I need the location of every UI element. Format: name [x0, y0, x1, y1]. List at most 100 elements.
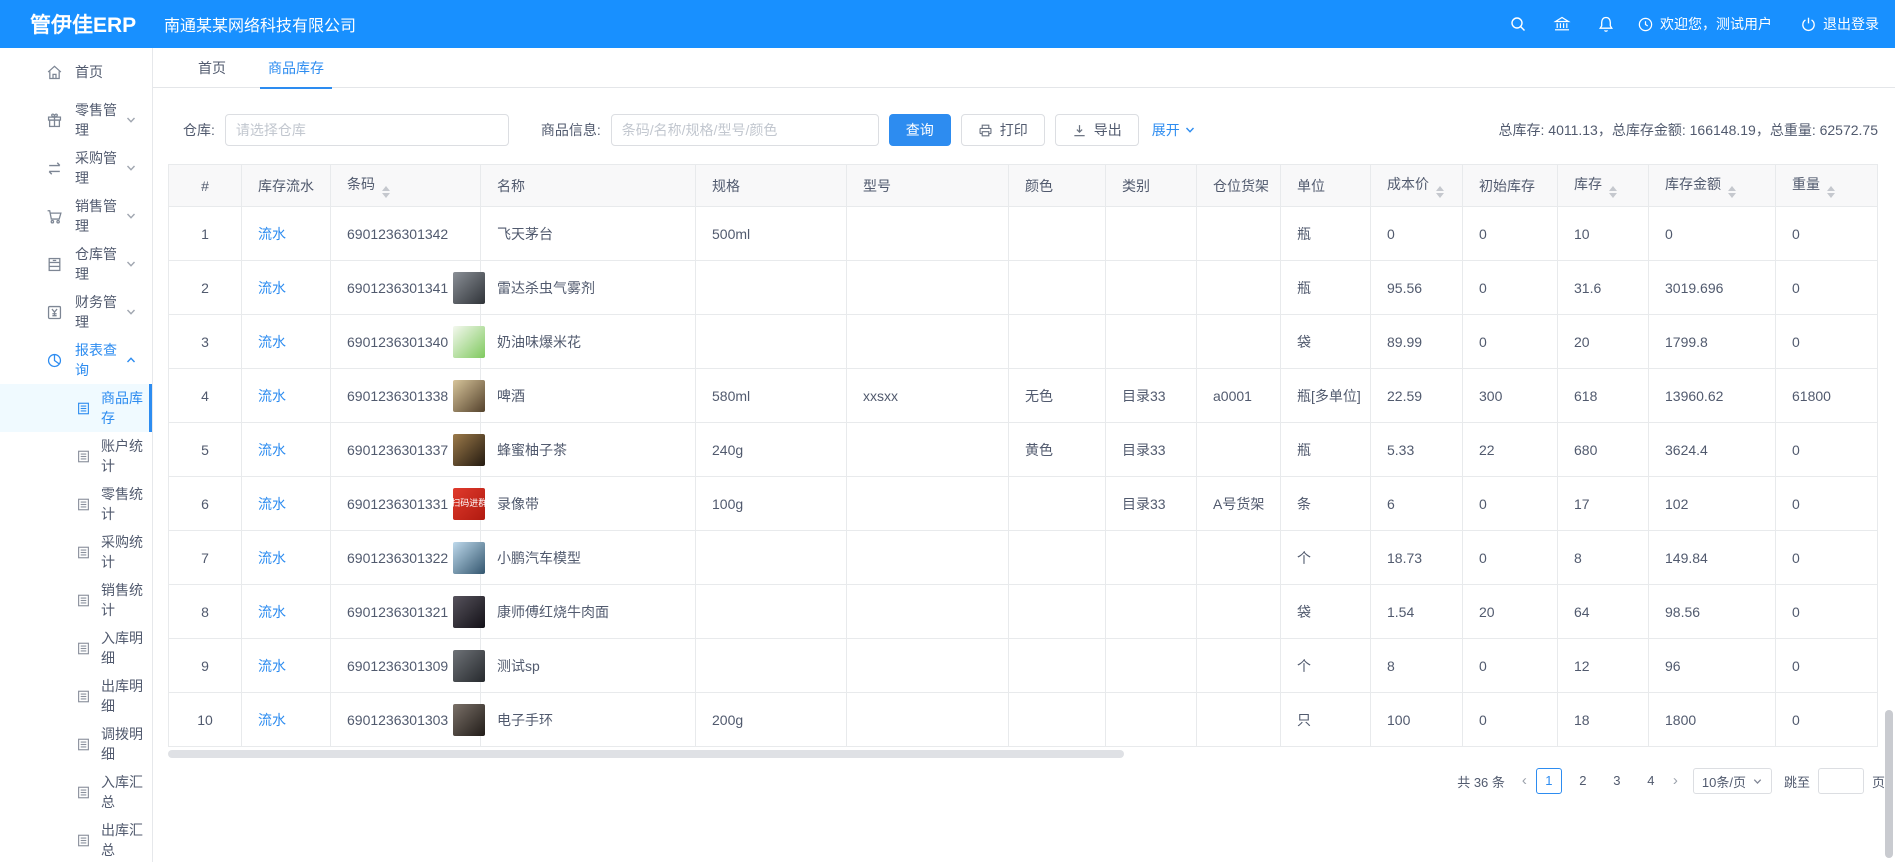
col-cost[interactable]: 成本价: [1370, 164, 1463, 207]
cell-color: [1008, 638, 1106, 693]
jump-page-input[interactable]: [1817, 768, 1864, 794]
sidebar-item-sales[interactable]: 销售管理: [0, 192, 152, 240]
sort-asc-icon[interactable]: [1609, 185, 1617, 191]
prev-page-button[interactable]: ‹: [1521, 772, 1527, 789]
sidebar-item-warehouse[interactable]: 仓库管理: [0, 240, 152, 288]
sort-desc-icon[interactable]: [1827, 192, 1835, 198]
cell-weight: 0: [1775, 692, 1878, 747]
warehouse-select[interactable]: [224, 114, 509, 146]
summary-item: 总库存金额: 166148.19，: [1611, 122, 1770, 138]
sidebar-item-retail-stats[interactable]: 零售统计: [0, 480, 152, 528]
bank-icon[interactable]: [1553, 15, 1571, 33]
stock-flow-link[interactable]: 流水: [258, 279, 286, 296]
sidebar-item-inbound-summary[interactable]: 入库汇总: [0, 768, 152, 816]
next-page-button[interactable]: ›: [1672, 772, 1678, 789]
sidebar-item-home[interactable]: 首页: [0, 48, 152, 96]
cell-init_stock: 20: [1462, 584, 1558, 639]
sort-control[interactable]: [1827, 185, 1835, 198]
expand-link[interactable]: 展开: [1152, 120, 1196, 140]
sort-control[interactable]: [1728, 185, 1736, 198]
page-number-1[interactable]: 1: [1535, 768, 1562, 794]
page-number-2[interactable]: 2: [1579, 773, 1587, 788]
tab-home[interactable]: 首页: [198, 60, 226, 76]
sort-desc-icon[interactable]: [382, 192, 390, 198]
page-size-select[interactable]: 10条/页: [1692, 768, 1772, 794]
cell-cost: 1.54: [1370, 584, 1463, 639]
sidebar-item-inbound-detail[interactable]: 入库明细: [0, 624, 152, 672]
stock-flow-link[interactable]: 流水: [258, 603, 286, 620]
welcome-user[interactable]: 欢迎您，测试用户: [1637, 14, 1772, 34]
cell-category: [1105, 530, 1197, 585]
cell-unit: 瓶: [1280, 260, 1371, 315]
sidebar-item-finance[interactable]: 财务管理: [0, 288, 152, 336]
tab-product-inventory[interactable]: 商品库存: [260, 48, 332, 89]
table-row: 7 流水 6901236301322 小鹏汽车模型个 18.73 0 8 149.84 0: [168, 530, 1878, 585]
cell-barcode: 6901236301342: [330, 206, 481, 261]
sort-desc-icon[interactable]: [1609, 192, 1617, 198]
page-number-3[interactable]: 3: [1613, 773, 1621, 788]
stock-flow-link[interactable]: 流水: [258, 657, 286, 674]
col-weight[interactable]: 重量: [1775, 164, 1878, 207]
app-logo[interactable]: 管伊佳ERP: [30, 14, 137, 37]
stock-flow-link[interactable]: 流水: [258, 333, 286, 350]
cell-init_stock: 0: [1462, 638, 1558, 693]
chevron-down-icon: [1752, 776, 1763, 787]
app-header: 管伊佳ERP 南通某某网络科技有限公司 欢迎您，测试用户 退出登录: [0, 0, 1895, 48]
cell-flow: 流水: [241, 422, 331, 477]
cell-name: 测试sp: [480, 638, 696, 693]
sort-asc-icon[interactable]: [1728, 185, 1736, 191]
horizontal-scrollbar[interactable]: [168, 750, 1124, 758]
sidebar-item-label: 出库明细: [101, 678, 143, 714]
col-stock[interactable]: 库存: [1557, 164, 1649, 207]
sidebar-item-account-stats[interactable]: 账户统计: [0, 432, 152, 480]
cell-model: [846, 530, 1009, 585]
sidebar-item-outbound-summary[interactable]: 出库汇总: [0, 816, 152, 862]
cell-unit: 条: [1280, 476, 1371, 531]
col-color: 颜色: [1008, 164, 1106, 207]
sidebar-item-transfer-detail[interactable]: 调拨明细: [0, 720, 152, 768]
vertical-scrollbar[interactable]: [1885, 710, 1893, 858]
sort-desc-icon[interactable]: [1728, 192, 1736, 198]
query-button[interactable]: 查询: [888, 114, 951, 146]
cell-index: 7: [168, 530, 242, 585]
logout-button[interactable]: 退出登录: [1800, 14, 1879, 34]
stock-flow-link[interactable]: 流水: [258, 441, 286, 458]
sort-control[interactable]: [382, 185, 390, 198]
col-amount[interactable]: 库存金额: [1648, 164, 1776, 207]
sidebar-item-purchase[interactable]: 采购管理: [0, 144, 152, 192]
sort-asc-icon[interactable]: [382, 185, 390, 191]
sidebar-item-label: 销售管理: [75, 198, 117, 234]
sidebar-item-purchase-stats[interactable]: 采购统计: [0, 528, 152, 576]
page-number-4[interactable]: 4: [1647, 773, 1655, 788]
print-button[interactable]: 打印: [960, 114, 1045, 146]
cell-init_stock: 0: [1462, 476, 1558, 531]
bell-icon[interactable]: [1597, 15, 1615, 33]
sort-asc-icon[interactable]: [1436, 185, 1444, 191]
col-barcode[interactable]: 条码: [330, 164, 481, 207]
sort-control[interactable]: [1436, 185, 1444, 198]
cell-category: [1105, 206, 1197, 261]
sidebar-item-product-inventory[interactable]: 商品库存: [0, 384, 152, 432]
cell-color: 无色: [1008, 368, 1106, 423]
cell-cost: 22.59: [1370, 368, 1463, 423]
stock-flow-link[interactable]: 流水: [258, 711, 286, 728]
sort-asc-icon[interactable]: [1827, 185, 1835, 191]
stock-flow-link[interactable]: 流水: [258, 387, 286, 404]
stock-flow-link[interactable]: 流水: [258, 495, 286, 512]
cell-shelf: [1196, 692, 1281, 747]
sort-desc-icon[interactable]: [1436, 192, 1444, 198]
sort-control[interactable]: [1609, 185, 1617, 198]
sidebar-item-sales-stats[interactable]: 销售统计: [0, 576, 152, 624]
sidebar-item-outbound-detail[interactable]: 出库明细: [0, 672, 152, 720]
stock-flow-link[interactable]: 流水: [258, 549, 286, 566]
search-icon[interactable]: [1509, 15, 1527, 33]
sidebar-item-reports[interactable]: 报表查询: [0, 336, 152, 384]
product-info-input[interactable]: [610, 114, 879, 146]
product-image: 扫码进群: [453, 487, 486, 520]
stock-flow-link[interactable]: 流水: [258, 225, 286, 242]
cell-unit: 个: [1280, 530, 1371, 585]
barcode-cell: 6901236301309: [347, 649, 486, 682]
sidebar-item-retail[interactable]: 零售管理: [0, 96, 152, 144]
export-button[interactable]: 导出: [1054, 114, 1139, 146]
cell-color: [1008, 692, 1106, 747]
